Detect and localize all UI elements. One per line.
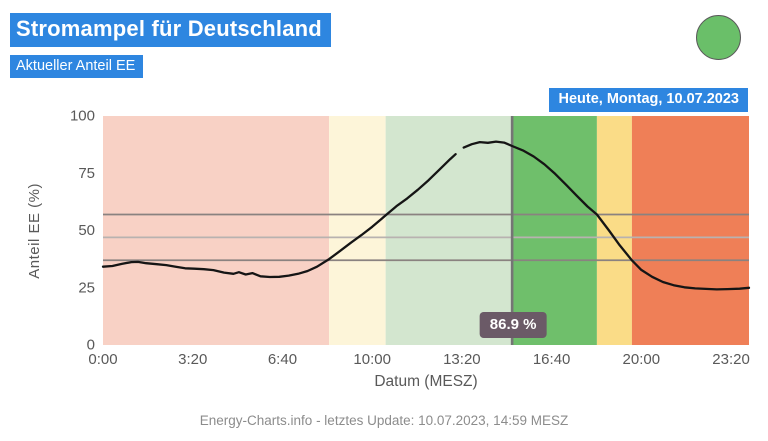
x-tick-label-23:20: 23:20 [712,351,750,368]
attribution-footer: Energy-Charts.info - letztes Update: 10.… [199,413,569,428]
page-subtitle: Aktueller Anteil EE [10,55,144,78]
x-tick-label-20:00: 20:00 [623,351,661,368]
band-past-red [103,116,330,345]
date-badge: Heute, Montag, 10.07.2023 [549,88,748,112]
x-tick-label-10:00: 10:00 [353,351,391,368]
y-tick-label-100: 100 [70,108,95,125]
band-forecast-yellow [596,116,632,345]
x-tick-label-13:20: 13:20 [443,351,481,368]
band-past-yellow [329,116,386,345]
x-tick-label-3:20: 3:20 [178,351,207,368]
traffic-light-indicator-icon [696,15,741,60]
y-tick-label-25: 25 [78,279,95,296]
page-title: Stromampel für Deutschland [10,13,331,47]
ee-share-curve-segment-1 [462,140,751,291]
band-forecast-green [512,116,597,345]
x-tick-label-16:40: 16:40 [533,351,571,368]
band-past-green [385,116,513,345]
current-value-tooltip: 86.9 % [479,312,547,338]
y-tick-label-75: 75 [78,165,95,182]
ee-share-curve-segment-0 [101,153,457,279]
band-forecast-red [631,116,749,345]
x-tick-label-0:00: 0:00 [88,351,117,368]
y-tick-label-50: 50 [78,222,95,239]
x-tick-label-6:40: 6:40 [268,351,297,368]
x-axis-title: Datum (MESZ) [374,373,478,390]
y-axis-title: Anteil EE (%) [25,182,43,279]
y-tick-label-0: 0 [87,337,95,354]
